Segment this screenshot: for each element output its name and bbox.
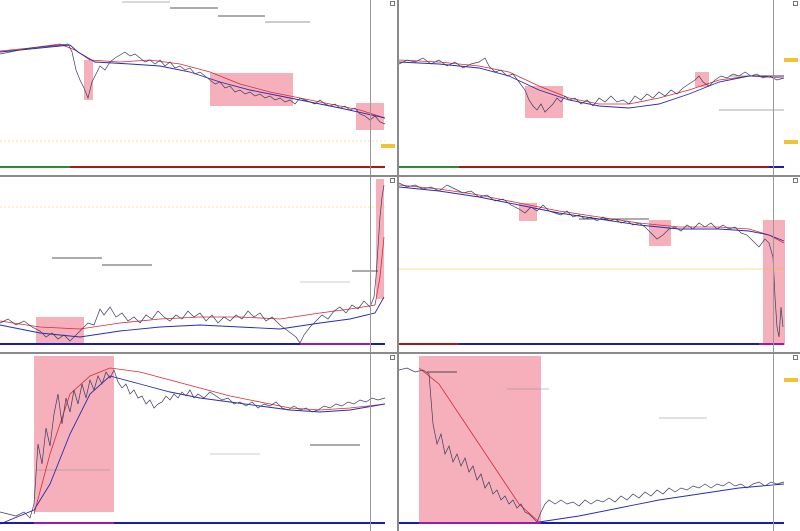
- chart-canvas-3[interactable]: [0, 177, 397, 352]
- price-badge-6: [784, 378, 798, 382]
- price-scale-2[interactable]: [773, 0, 800, 175]
- close-icon[interactable]: [793, 355, 798, 360]
- chart-panel-2[interactable]: [399, 0, 800, 175]
- price-scale-5[interactable]: [370, 354, 397, 531]
- close-icon[interactable]: [390, 355, 395, 360]
- chart-panel-4[interactable]: [399, 177, 800, 352]
- chart-panel-1[interactable]: [0, 0, 397, 175]
- price-scale-3[interactable]: [370, 177, 397, 352]
- close-icon[interactable]: [390, 178, 395, 183]
- chart-panel-3[interactable]: [0, 177, 397, 352]
- chart-canvas-1[interactable]: [0, 0, 397, 175]
- price-badge-2b: [784, 140, 798, 144]
- chart-canvas-6[interactable]: [399, 354, 800, 531]
- close-icon[interactable]: [793, 178, 798, 183]
- chart-panel-6[interactable]: [399, 354, 800, 531]
- chart-canvas-5[interactable]: [0, 354, 397, 531]
- chart-canvas-2[interactable]: [399, 0, 800, 175]
- price-scale-1[interactable]: [370, 0, 397, 175]
- price-scale-4[interactable]: [773, 177, 800, 352]
- close-icon[interactable]: [793, 1, 798, 6]
- chart-panel-5[interactable]: [0, 354, 397, 531]
- price-badge-2: [784, 58, 798, 62]
- close-icon[interactable]: [390, 1, 395, 6]
- price-badge-1: [381, 144, 395, 148]
- chart-canvas-4[interactable]: [399, 177, 800, 352]
- price-scale-6[interactable]: [773, 354, 800, 531]
